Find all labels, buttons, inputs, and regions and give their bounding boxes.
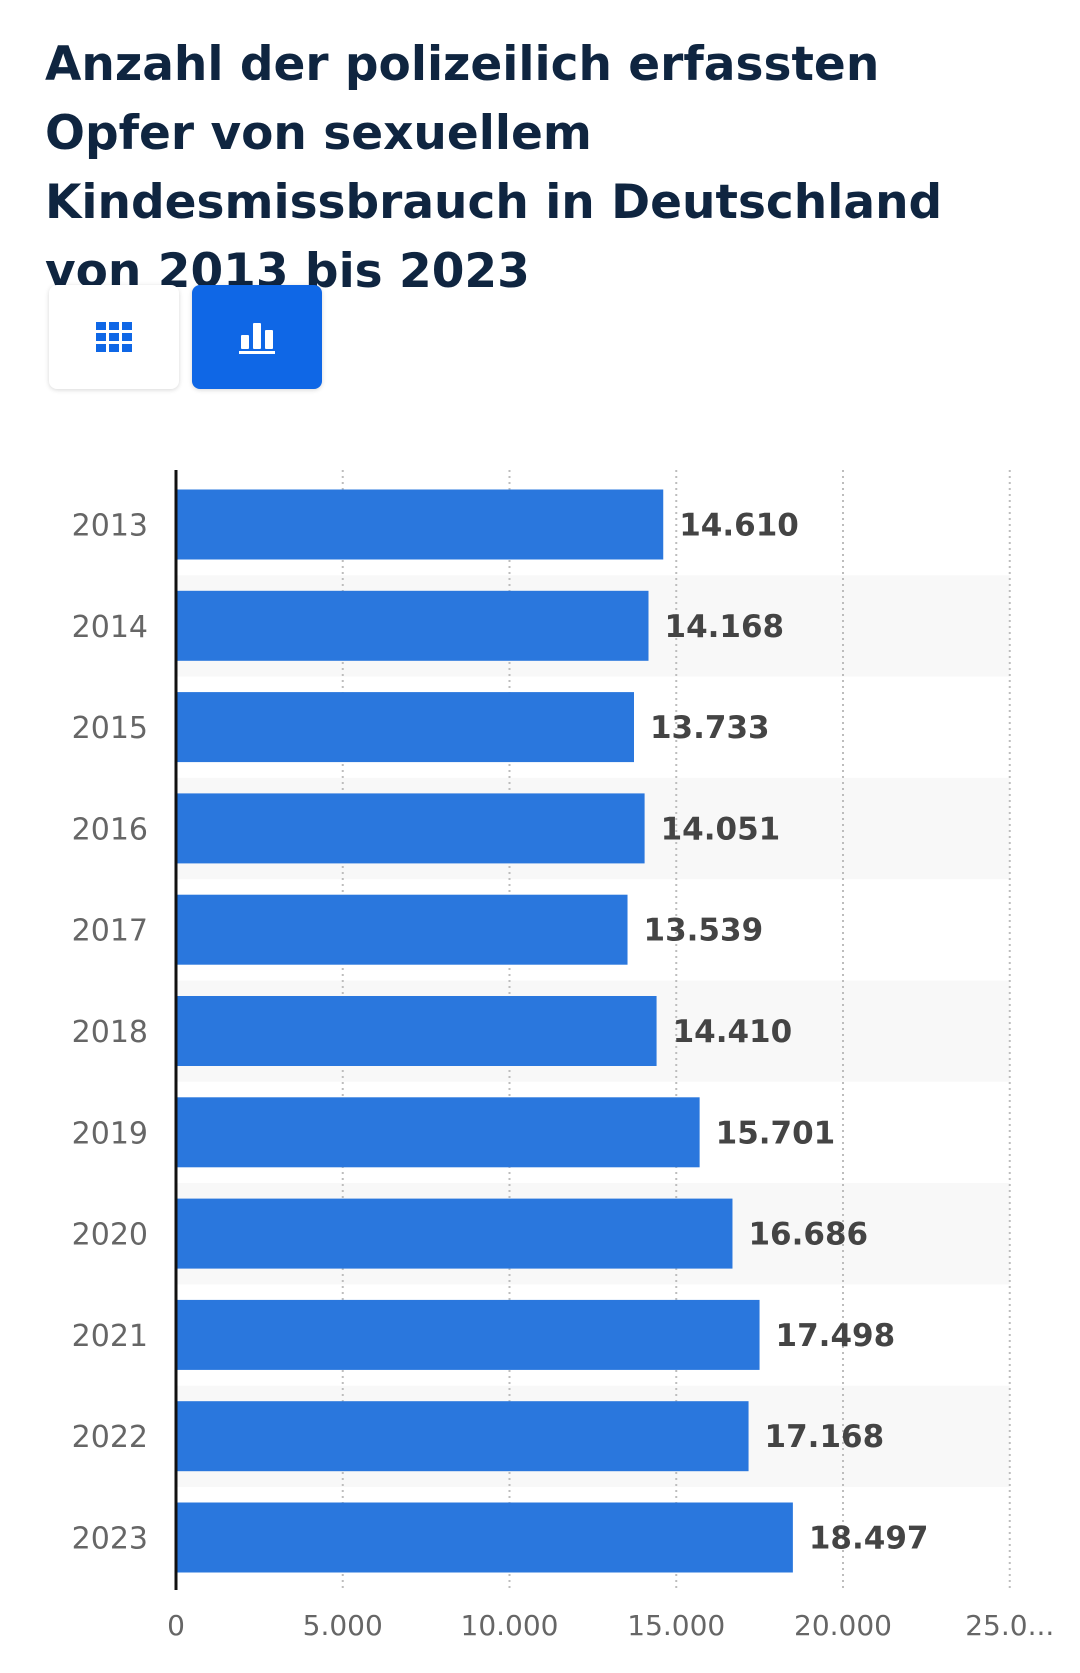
tick-label: 20.000 xyxy=(794,1609,892,1642)
bar xyxy=(176,590,649,661)
bar xyxy=(176,996,657,1066)
bar xyxy=(176,692,634,763)
bar xyxy=(176,894,628,965)
data-label: 13.733 xyxy=(650,710,770,746)
grid-icon xyxy=(96,322,132,352)
tick-label: 25.0... xyxy=(965,1609,1054,1642)
bar-chart-icon xyxy=(239,323,275,354)
chart-view-button[interactable] xyxy=(192,285,322,389)
bar xyxy=(176,1097,700,1168)
data-label: 17.498 xyxy=(776,1318,896,1354)
tick-label: 10.000 xyxy=(461,1609,559,1642)
chart-title: Anzahl der polizeilich erfassten Opfer v… xyxy=(45,37,943,299)
category-label: 2016 xyxy=(72,812,148,847)
category-label: 2019 xyxy=(72,1116,148,1151)
category-label: 2023 xyxy=(72,1522,148,1557)
table-view-button[interactable] xyxy=(49,285,179,389)
tick-label: 0 xyxy=(167,1609,185,1642)
bar xyxy=(176,1198,733,1269)
data-label: 18.497 xyxy=(809,1521,929,1557)
category-label: 2015 xyxy=(72,711,148,746)
data-label: 14.410 xyxy=(673,1014,793,1050)
data-label: 17.168 xyxy=(765,1419,885,1455)
category-label: 2014 xyxy=(72,610,148,645)
data-label: 15.701 xyxy=(716,1115,836,1151)
data-label: 16.686 xyxy=(748,1217,868,1253)
bar xyxy=(176,1502,793,1573)
tick-label: 5.000 xyxy=(303,1609,383,1642)
bar xyxy=(176,489,664,560)
category-label: 2022 xyxy=(72,1420,148,1455)
category-label: 2020 xyxy=(72,1218,148,1253)
category-label: 2018 xyxy=(72,1015,148,1050)
bar xyxy=(176,793,645,864)
bar-chart: 14.610 2013 14.168 2014 13.733 2015 14.051 2016… xyxy=(72,470,1054,1642)
data-label: 14.610 xyxy=(679,508,799,544)
data-label: 14.051 xyxy=(661,811,781,847)
tick-label: 15.000 xyxy=(627,1609,725,1642)
data-label: 13.539 xyxy=(644,913,764,949)
bar xyxy=(176,1299,760,1370)
category-label: 2013 xyxy=(72,509,148,544)
bar xyxy=(176,1401,749,1472)
category-label: 2017 xyxy=(72,914,148,949)
data-label: 14.168 xyxy=(665,609,785,645)
category-label: 2021 xyxy=(72,1319,148,1354)
